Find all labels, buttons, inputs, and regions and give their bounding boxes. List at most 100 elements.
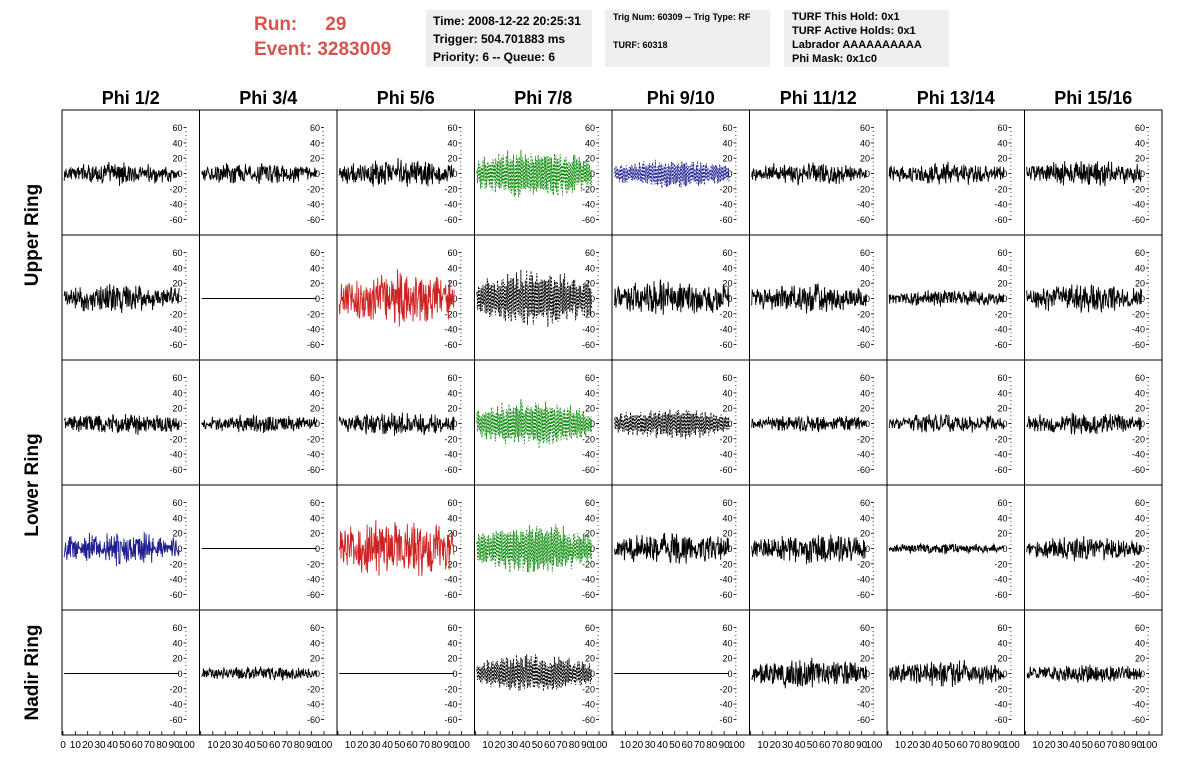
x-tick-label: 90 <box>719 740 731 751</box>
y-tick-label: 20 <box>722 154 732 164</box>
waveform-series <box>888 659 1005 688</box>
y-tick-label: -60 <box>169 590 182 600</box>
y-tick-label: 40 <box>997 513 1007 523</box>
y-tick-label: 0 <box>727 669 732 679</box>
y-tick-label: -40 <box>582 450 595 460</box>
y-tick-label: -60 <box>994 340 1007 350</box>
y-tick-label: -20 <box>857 309 870 319</box>
x-tick-label: 90 <box>581 740 593 751</box>
y-tick-label: -20 <box>857 559 870 569</box>
x-tick-label: 20 <box>220 740 232 751</box>
y-tick-label: 0 <box>1002 669 1007 679</box>
y-tick-label: -40 <box>582 325 595 335</box>
x-tick-label: 80 <box>844 740 856 751</box>
x-tick-label: 60 <box>682 740 694 751</box>
y-tick-label: 40 <box>447 138 457 148</box>
x-tick-label: 20 <box>1045 740 1057 751</box>
x-tick-label: 40 <box>1069 740 1081 751</box>
y-tick-label: 0 <box>727 294 732 304</box>
y-tick-label: 60 <box>722 248 732 258</box>
x-tick-label: 80 <box>294 740 306 751</box>
y-tick-label: -60 <box>444 465 457 475</box>
y-tick-label: 60 <box>310 373 320 383</box>
y-tick-label: 0 <box>452 669 457 679</box>
y-tick-label: -40 <box>169 575 182 585</box>
y-tick-label: 40 <box>1135 388 1145 398</box>
y-tick-label: 20 <box>997 154 1007 164</box>
y-tick-label: 60 <box>447 123 457 133</box>
y-tick-label: 0 <box>1140 669 1145 679</box>
y-tick-label: -20 <box>1132 559 1145 569</box>
column-title: Phi 1/2 <box>102 88 160 108</box>
y-tick-label: -40 <box>169 200 182 210</box>
y-tick-label: -20 <box>307 184 320 194</box>
y-tick-label: -20 <box>444 184 457 194</box>
y-tick-label: 40 <box>172 513 182 523</box>
x-tick-label: 30 <box>1057 740 1069 751</box>
x-tick-label: 70 <box>831 740 843 751</box>
x-tick-label: 100 <box>866 740 883 751</box>
time-trigger-box: Time: 2008-12-22 20:25:31 Trigger: 504.7… <box>426 10 592 67</box>
x-tick-label: 70 <box>281 740 293 751</box>
x-tick-label: 40 <box>519 740 531 751</box>
run-label: Run: <box>254 14 298 35</box>
y-tick-label: -20 <box>1132 309 1145 319</box>
y-tick-label: 40 <box>860 138 870 148</box>
y-tick-label: -40 <box>444 325 457 335</box>
ring-label: Upper Ring <box>22 184 43 286</box>
y-tick-label: 20 <box>1135 154 1145 164</box>
y-tick-label: 20 <box>310 529 320 539</box>
y-tick-label: 20 <box>310 279 320 289</box>
y-tick-label: 0 <box>727 169 732 179</box>
y-tick-label: 20 <box>1135 529 1145 539</box>
x-tick-label: 100 <box>1003 740 1020 751</box>
y-tick-label: -60 <box>994 215 1007 225</box>
y-tick-label: -40 <box>307 700 320 710</box>
x-tick-label: 10 <box>482 740 494 751</box>
y-tick-label: 20 <box>722 529 732 539</box>
y-tick-label: -60 <box>169 340 182 350</box>
y-tick-label: 60 <box>447 248 457 258</box>
x-tick-label: 100 <box>316 740 333 751</box>
y-tick-label: -20 <box>307 309 320 319</box>
y-tick-label: 0 <box>590 169 595 179</box>
y-tick-label: -60 <box>1132 340 1145 350</box>
y-tick-label: -20 <box>444 559 457 569</box>
waveform-series <box>751 657 868 689</box>
trig-num-box: Trig Num: 60309 -- Trig Type: RF TURF: 6… <box>605 10 770 67</box>
waveform-series <box>63 283 180 314</box>
waveform-series <box>751 283 868 314</box>
waveform-series <box>613 532 730 564</box>
x-tick-label: 50 <box>394 740 406 751</box>
y-tick-label: 40 <box>722 263 732 273</box>
y-tick-label: -40 <box>857 575 870 585</box>
turf-status-box: TURF This Hold: 0x1 TURF Active Holds: 0… <box>784 10 949 67</box>
y-tick-label: -40 <box>857 700 870 710</box>
x-tick-label: 10 <box>70 740 82 751</box>
y-tick-label: 20 <box>172 404 182 414</box>
y-tick-label: 20 <box>860 154 870 164</box>
y-tick-label: 40 <box>310 138 320 148</box>
column-title: Phi 7/8 <box>514 88 572 108</box>
x-tick-label: 70 <box>144 740 156 751</box>
x-tick-label: 40 <box>932 740 944 751</box>
y-tick-label: 40 <box>1135 513 1145 523</box>
y-tick-label: 0 <box>177 419 182 429</box>
y-tick-label: 40 <box>310 638 320 648</box>
waveform-series <box>1026 536 1143 562</box>
y-tick-label: 0 <box>452 169 457 179</box>
y-tick-label: -20 <box>719 184 732 194</box>
waveform-series <box>1026 412 1143 435</box>
x-tick-label: 40 <box>107 740 119 751</box>
x-tick-label: 10 <box>1032 740 1044 751</box>
waveform-series <box>888 542 1005 555</box>
x-tick-label: 80 <box>981 740 993 751</box>
x-tick-label: 20 <box>82 740 94 751</box>
y-tick-label: 20 <box>860 404 870 414</box>
y-tick-label: -60 <box>169 215 182 225</box>
y-tick-label: -40 <box>169 325 182 335</box>
y-tick-label: -60 <box>994 715 1007 725</box>
waveform-series <box>63 161 180 186</box>
waveform-series <box>888 413 1005 433</box>
y-tick-label: -60 <box>582 215 595 225</box>
